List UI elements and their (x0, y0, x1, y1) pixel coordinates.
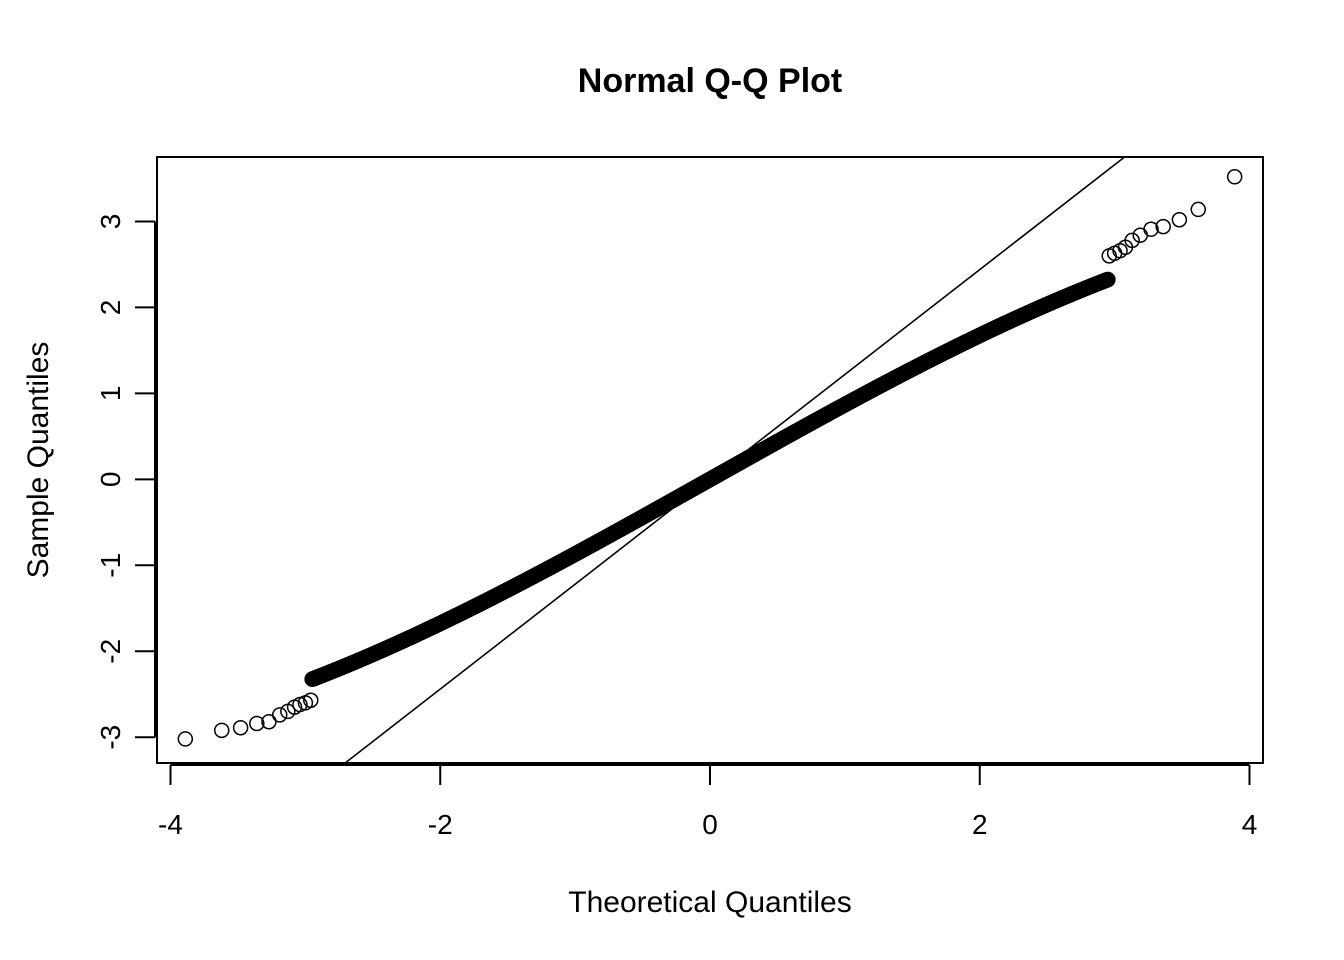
data-point (271, 707, 288, 723)
data-point (213, 722, 230, 739)
data-point (177, 731, 194, 747)
y-tick-label: -1 (95, 553, 126, 578)
data-point (261, 713, 277, 730)
data-point (1124, 232, 1140, 249)
chart-title: Normal Q-Q Plot (578, 62, 842, 100)
data-point (1171, 212, 1188, 228)
y-tick-label: 2 (95, 300, 126, 316)
y-axis-label: Sample Quantiles (22, 342, 55, 579)
x-tick-label: 0 (702, 809, 718, 840)
data-point (249, 715, 265, 732)
data-point (1226, 169, 1243, 185)
x-tick-label: -2 (428, 809, 453, 840)
x-tick-label: 2 (972, 809, 988, 840)
x-axis: -4 -2 0 2 4 (158, 764, 1258, 840)
plot-frame (156, 156, 1264, 764)
data-point (303, 692, 319, 708)
y-tick-label: 3 (95, 214, 126, 230)
y-axis: -3 -2 -1 0 1 2 3 (95, 214, 156, 750)
data-point (1132, 227, 1149, 243)
data-point (1100, 271, 1116, 288)
y-tick-label: -3 (95, 725, 126, 750)
data-points (177, 169, 1243, 747)
x-tick-label: -4 (158, 809, 183, 840)
x-tick-label: 4 (1242, 809, 1258, 840)
y-tick-label: 1 (95, 386, 126, 402)
data-point (1190, 201, 1207, 218)
data-point (232, 720, 249, 736)
x-axis-label: Theoretical Quantiles (568, 886, 851, 919)
data-point (1143, 221, 1159, 237)
data-point (1155, 218, 1171, 235)
reference-line (343, 157, 1126, 763)
y-tick-label: 0 (95, 472, 126, 488)
y-tick-label: -2 (95, 639, 126, 664)
